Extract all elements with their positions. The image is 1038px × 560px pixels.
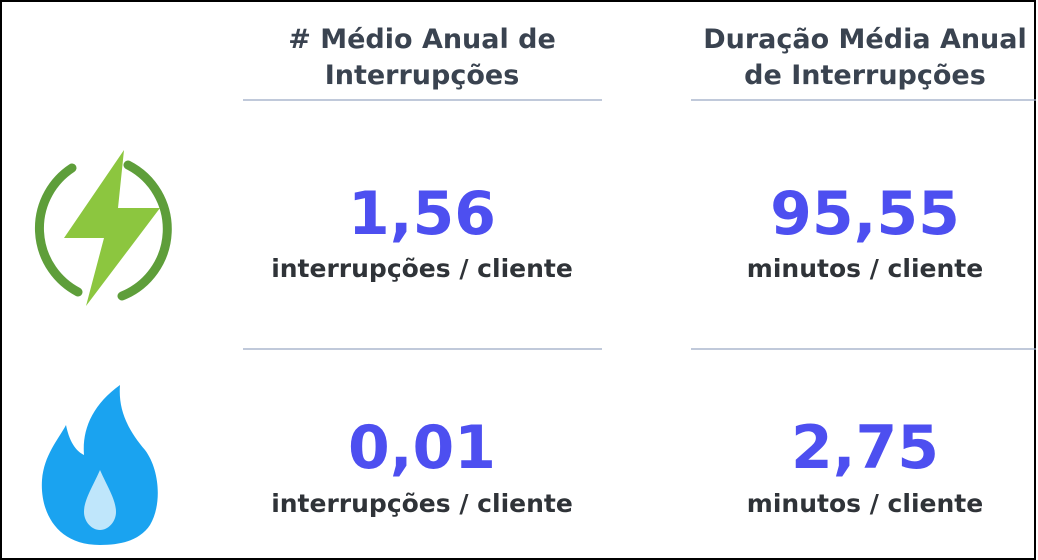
- kpi-value: 1,56: [348, 179, 496, 249]
- kpi-value: 2,75: [791, 413, 939, 483]
- column-header: # Médio Anual de: [288, 24, 556, 55]
- kpi-value: 0,01: [348, 413, 496, 483]
- kpi-unit: interrupções / cliente: [271, 489, 573, 518]
- gas-icon: [41, 385, 158, 545]
- column-header: de Interrupções: [744, 60, 986, 91]
- kpi-value: 95,55: [770, 179, 960, 249]
- column-header: Interrupções: [325, 60, 520, 91]
- kpi-unit: minutos / cliente: [747, 254, 983, 283]
- kpi-unit: interrupções / cliente: [271, 254, 573, 283]
- electricity-icon: [35, 150, 172, 306]
- column-header: Duração Média Anual: [703, 24, 1027, 55]
- kpi-unit: minutos / cliente: [747, 489, 983, 518]
